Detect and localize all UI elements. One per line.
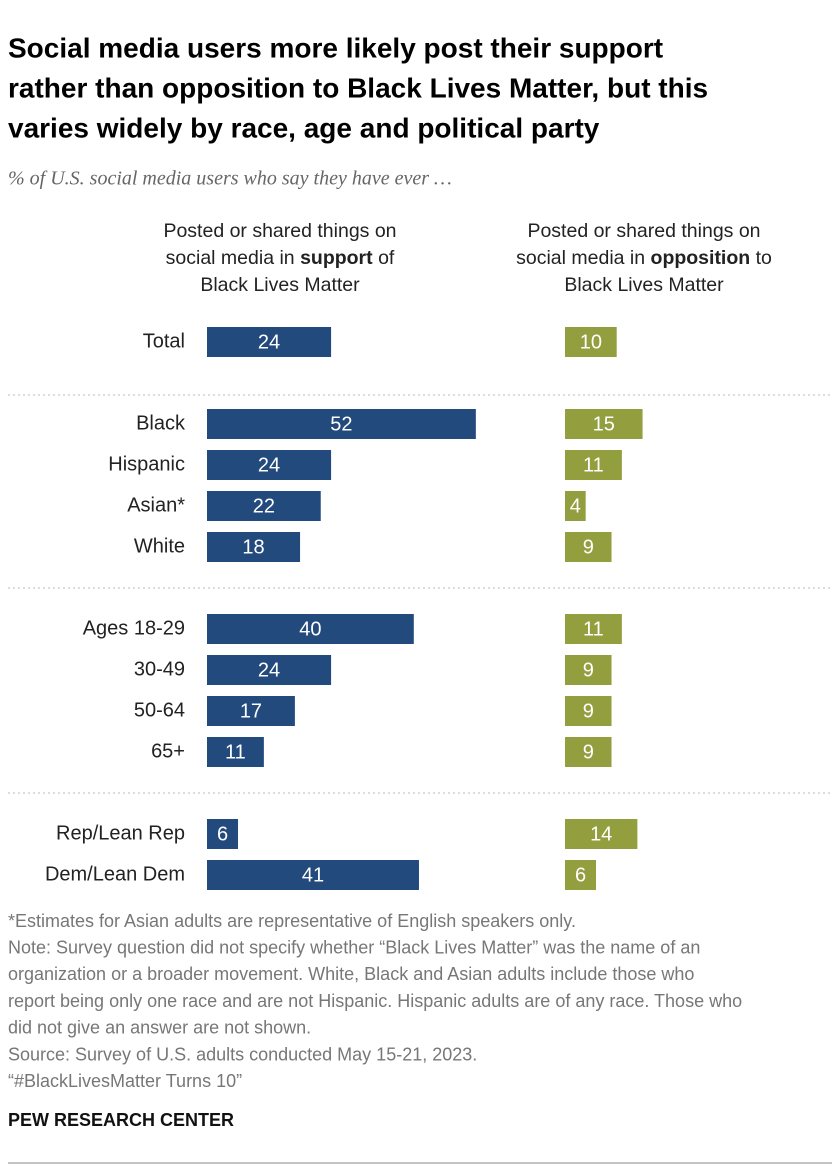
- source: PEW RESEARCH CENTER: [8, 1110, 234, 1130]
- value-label: 17: [240, 700, 262, 722]
- value-label: 6: [217, 823, 228, 845]
- footnote: *Estimates for Asian adults are represen…: [8, 911, 576, 931]
- category-label: Asian*: [127, 494, 185, 516]
- category-label: Black: [136, 412, 186, 434]
- header-line: Black Lives Matter: [200, 274, 360, 296]
- value-label: 9: [583, 659, 594, 681]
- bar: [207, 819, 239, 849]
- header-line: Posted or shared things on: [527, 220, 761, 242]
- category-label: Total: [143, 330, 185, 352]
- header-text: support: [300, 247, 373, 269]
- category-label: Ages 18-29: [83, 617, 185, 639]
- category-label: White: [134, 535, 185, 557]
- category-label: 30-49: [134, 658, 185, 680]
- value-label: 52: [330, 413, 352, 435]
- header-text: social media in: [516, 247, 646, 269]
- header-line: social media in opposition to: [479, 245, 809, 272]
- chart-title: varies widely by race, age and political…: [8, 112, 600, 143]
- value-label: 40: [299, 618, 321, 640]
- header-line: Posted or shared things on: [163, 220, 397, 242]
- chart-title: rather than opposition to Black Lives Ma…: [8, 72, 708, 103]
- header-text: to: [755, 247, 772, 269]
- bar: [565, 491, 586, 521]
- bar: [565, 860, 597, 890]
- footnote: did not give an answer are not shown.: [8, 1018, 311, 1038]
- value-label: 11: [583, 454, 604, 476]
- bar: [207, 696, 295, 726]
- value-label: 11: [583, 618, 604, 640]
- category-label: Dem/Lean Dem: [45, 863, 185, 885]
- footnote: report being only one race and are not H…: [8, 991, 742, 1011]
- value-label: 41: [302, 864, 324, 886]
- category-label: Rep/Lean Rep: [56, 822, 185, 844]
- bar: [207, 655, 332, 685]
- value-label: 24: [258, 454, 280, 476]
- chart-title: Social media users more likely post thei…: [8, 32, 663, 63]
- bar: [565, 409, 643, 439]
- value-label: 18: [242, 536, 264, 558]
- value-label: 6: [575, 864, 586, 886]
- value-label: 24: [258, 659, 280, 681]
- value-label: 22: [253, 495, 275, 517]
- value-label: 4: [570, 495, 581, 517]
- bar: [565, 532, 612, 562]
- value-label: 24: [258, 331, 280, 353]
- bar: [565, 737, 612, 767]
- bar: [565, 696, 612, 726]
- bar: [207, 737, 264, 767]
- series-header: Posted or shared things on social media …: [115, 218, 445, 299]
- header-text: opposition: [650, 247, 751, 269]
- series-header: Posted or shared things on social media …: [479, 218, 809, 299]
- footnote: “#BlackLivesMatter Turns 10”: [8, 1071, 242, 1091]
- bar: [207, 450, 332, 480]
- value-label: 9: [583, 741, 594, 763]
- bar: [207, 614, 414, 644]
- subtitle: % of U.S. social media users who say the…: [8, 168, 452, 190]
- value-label: 14: [590, 823, 612, 845]
- header-text: of: [378, 247, 395, 269]
- footnote: Note: Survey question did not specify wh…: [8, 937, 700, 957]
- header-line: social media in support of: [115, 245, 445, 272]
- bar: [207, 491, 321, 521]
- bar: [565, 819, 638, 849]
- category-label: 65+: [151, 740, 185, 762]
- value-label: 15: [593, 413, 615, 435]
- value-label: 9: [583, 700, 594, 722]
- bar: [207, 860, 419, 890]
- bar: [565, 327, 617, 357]
- value-label: 11: [225, 741, 246, 763]
- footnote: Source: Survey of U.S. adults conducted …: [8, 1044, 477, 1064]
- header-line: Black Lives Matter: [564, 274, 724, 296]
- category-label: Hispanic: [108, 453, 185, 475]
- header-text: social media in: [165, 247, 295, 269]
- bar: [207, 409, 476, 439]
- footnote: organization or a broader movement. Whit…: [8, 964, 694, 984]
- bar: [207, 327, 332, 357]
- bar: [207, 532, 301, 562]
- bar: [565, 614, 622, 644]
- category-label: 50-64: [134, 699, 185, 721]
- bar: [565, 655, 612, 685]
- value-label: 9: [583, 536, 594, 558]
- bar: [565, 450, 622, 480]
- value-label: 10: [580, 331, 602, 353]
